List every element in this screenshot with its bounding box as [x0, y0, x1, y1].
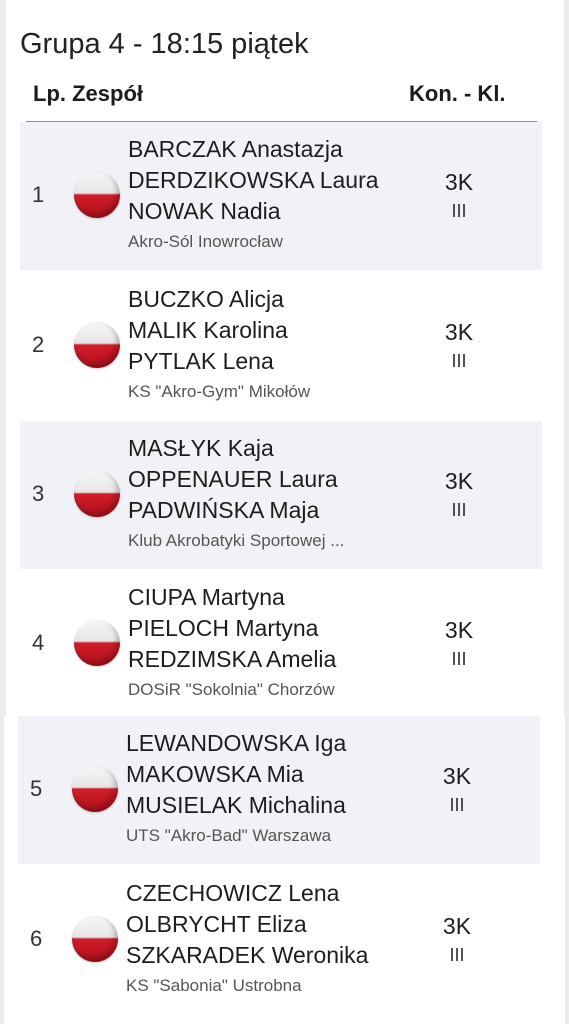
- team-lp: 3: [32, 481, 45, 506]
- team-members: CZECHOWICZ Lena OLBRYCHT Eliza SZKARADEK…: [126, 878, 368, 971]
- poland-flag-icon: [74, 620, 120, 666]
- poland-flag-icon: [72, 766, 118, 812]
- team-kon: 3K: [444, 468, 474, 494]
- team-kon: 3K: [442, 913, 472, 939]
- member-name: MUSIELAK Michalina: [126, 792, 346, 818]
- member-name: BARCZAK Anastazja: [128, 136, 343, 162]
- team-club: KS "Akro-Gym" Mikołów: [128, 382, 311, 401]
- team-lp: 5: [30, 776, 43, 801]
- team-kl: III: [449, 795, 465, 815]
- member-name: PYTLAK Lena: [128, 348, 274, 374]
- member-name: CIUPA Martyna: [128, 584, 285, 610]
- team-kon: 3K: [444, 617, 474, 643]
- team-kon: 3K: [442, 763, 472, 789]
- poland-flag-icon: [72, 916, 118, 962]
- team-club: UTS "Akro-Bad" Warszawa: [126, 826, 332, 845]
- poland-flag-icon: [74, 322, 120, 368]
- poland-flag-icon: [74, 172, 120, 218]
- member-name: REDZIMSKA Amelia: [128, 646, 337, 672]
- team-club: DOSiR "Sokolnia" Chorzów: [128, 680, 335, 699]
- team-club: KS "Sabonia" Ustrobna: [126, 976, 302, 995]
- member-name: OPPENAUER Laura: [128, 466, 338, 492]
- team-row[interactable]: 1 BARCZAK Anastazja DERDZIKOWSKA Laura N…: [20, 122, 542, 270]
- team-kl: III: [451, 649, 467, 669]
- member-name: NOWAK Nadia: [128, 198, 281, 224]
- screenshot-top-part: Grupa 4 - 18:15 piątek Lp. Zespół Kon. -…: [6, 0, 564, 716]
- team-lp: 1: [32, 182, 45, 207]
- team-kon: 3K: [444, 169, 474, 195]
- member-name: CZECHOWICZ Lena: [126, 880, 340, 906]
- team-members: MASŁYK Kaja OPPENAUER Laura PADWIŃSKA Ma…: [128, 433, 338, 526]
- team-kon: 3K: [444, 319, 474, 345]
- member-name: DERDZIKOWSKA Laura: [128, 167, 379, 193]
- team-row[interactable]: 6 CZECHOWICZ Lena OLBRYCHT Eliza SZKARAD…: [18, 866, 540, 1014]
- team-club: Akro-Sól Inowrocław: [128, 232, 283, 251]
- screenshot-bottom-part: 5 LEWANDOWSKA Iga MAKOWSKA Mia MUSIELAK …: [0, 716, 569, 1024]
- member-name: MALIK Karolina: [128, 317, 288, 343]
- team-kl: III: [451, 201, 467, 221]
- team-lp: 6: [30, 926, 43, 951]
- member-name: OLBRYCHT Eliza: [126, 911, 307, 937]
- team-kl: III: [449, 945, 465, 965]
- team-members: BUCZKO Alicja MALIK Karolina PYTLAK Lena: [128, 284, 288, 377]
- member-name: PIELOCH Martyna: [128, 615, 319, 641]
- team-row[interactable]: 5 LEWANDOWSKA Iga MAKOWSKA Mia MUSIELAK …: [18, 716, 540, 864]
- team-members: BARCZAK Anastazja DERDZIKOWSKA Laura NOW…: [128, 134, 379, 227]
- team-row[interactable]: 2 BUCZKO Alicja MALIK Karolina PYTLAK Le…: [20, 272, 542, 420]
- member-name: LEWANDOWSKA Iga: [126, 730, 347, 756]
- member-name: MASŁYK Kaja: [128, 435, 274, 461]
- team-members: CIUPA Martyna PIELOCH Martyna REDZIMSKA …: [128, 582, 336, 675]
- team-lp: 4: [32, 630, 45, 655]
- header-divider: [26, 121, 537, 122]
- team-club: Klub Akrobatyki Sportowej ...: [128, 531, 345, 550]
- page-title: Grupa 4 - 18:15 piątek: [20, 28, 309, 60]
- member-name: MAKOWSKA Mia: [126, 761, 304, 787]
- team-row[interactable]: 4 CIUPA Martyna PIELOCH Martyna REDZIMSK…: [20, 570, 542, 716]
- member-name: SZKARADEK Weronika: [126, 942, 369, 968]
- member-name: BUCZKO Alicja: [128, 286, 284, 312]
- column-header-kon-kl: Kon. - Kl.: [409, 81, 506, 106]
- team-kl: III: [451, 351, 467, 371]
- team-kl: III: [451, 500, 467, 520]
- member-name: PADWIŃSKA Maja: [128, 497, 320, 523]
- team-lp: 2: [32, 332, 45, 357]
- team-members: LEWANDOWSKA Iga MAKOWSKA Mia MUSIELAK Mi…: [126, 728, 346, 821]
- column-header-lp-zespol: Lp. Zespół: [33, 81, 143, 106]
- poland-flag-icon: [74, 471, 120, 517]
- team-row[interactable]: 3 MASŁYK Kaja OPPENAUER Laura PADWIŃSKA …: [20, 421, 542, 569]
